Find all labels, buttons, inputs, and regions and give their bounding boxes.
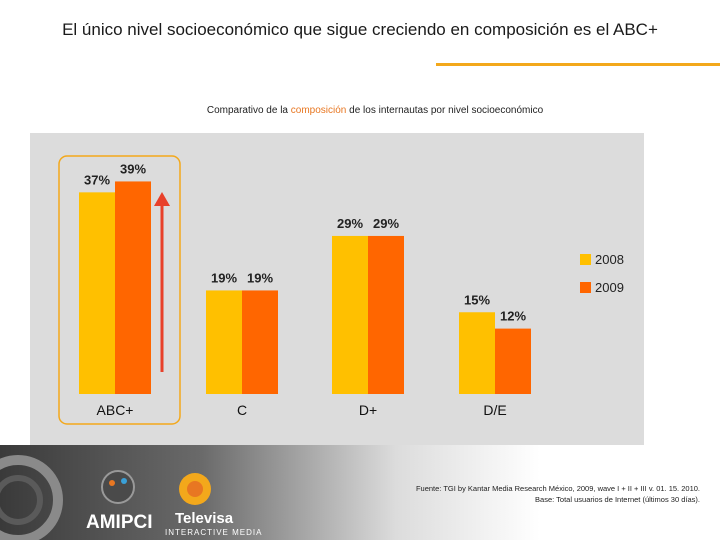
legend-label-2009: 2009 bbox=[595, 280, 624, 295]
data-label: 39% bbox=[120, 161, 146, 176]
data-label: 19% bbox=[211, 270, 237, 285]
televisa-sun-core-icon bbox=[187, 481, 203, 497]
bar-2009-C bbox=[242, 290, 278, 394]
legend-swatch-2008 bbox=[580, 254, 591, 265]
televisa-logo-subtitle: INTERACTIVE MEDIA bbox=[165, 528, 263, 537]
source-line-1: Fuente: TGI by Kantar Media Research Méx… bbox=[415, 484, 700, 493]
growth-arrow-head bbox=[154, 192, 170, 206]
subtitle-highlight: composición bbox=[290, 105, 347, 116]
category-label: D/E bbox=[483, 402, 506, 418]
bar-2008-D/E bbox=[459, 312, 495, 394]
title-underline bbox=[436, 63, 720, 66]
data-label: 15% bbox=[464, 292, 490, 307]
footer-band bbox=[0, 445, 720, 545]
bar-2008-C bbox=[206, 290, 242, 394]
data-label: 19% bbox=[247, 270, 273, 285]
highlight-box bbox=[58, 155, 181, 425]
subtitle-post: de los internautas por nivel socioeconóm… bbox=[346, 105, 544, 116]
chart-subtitle: Comparativo de la composición de los int… bbox=[0, 105, 720, 116]
data-label: 29% bbox=[337, 216, 363, 231]
data-label: 37% bbox=[84, 172, 110, 187]
bar-2008-ABC+ bbox=[79, 192, 115, 394]
category-label: ABC+ bbox=[97, 402, 134, 418]
amipci-logo: AMIPCI bbox=[86, 512, 153, 533]
category-label: D+ bbox=[359, 402, 377, 418]
amipci-dot-icon bbox=[109, 480, 115, 486]
bar-2008-D+ bbox=[332, 235, 368, 394]
page-title: El único nivel socioeconómico que sigue … bbox=[62, 20, 658, 39]
bar-2009-D+ bbox=[368, 235, 404, 394]
data-label: 29% bbox=[373, 216, 399, 231]
bar-2009-ABC+ bbox=[115, 181, 151, 394]
amipci-globe-icon bbox=[101, 470, 135, 504]
decorative-ring-inner bbox=[0, 475, 43, 525]
legend-label-2008: 2008 bbox=[595, 252, 624, 267]
amipci-dot-icon bbox=[121, 478, 127, 484]
televisa-logo: Televisa bbox=[175, 510, 234, 527]
source-note: Fuente: TGI by Kantar Media Research Méx… bbox=[370, 483, 700, 505]
data-label: 12% bbox=[500, 309, 526, 324]
category-label: C bbox=[237, 402, 247, 418]
bar-2009-D/E bbox=[495, 328, 531, 394]
legend-swatch-2009 bbox=[580, 282, 591, 293]
source-line-2: Base: Total usuarios de Internet (último… bbox=[535, 495, 700, 504]
subtitle-pre: Comparativo de la bbox=[206, 105, 291, 116]
decorative-ring bbox=[0, 455, 63, 545]
